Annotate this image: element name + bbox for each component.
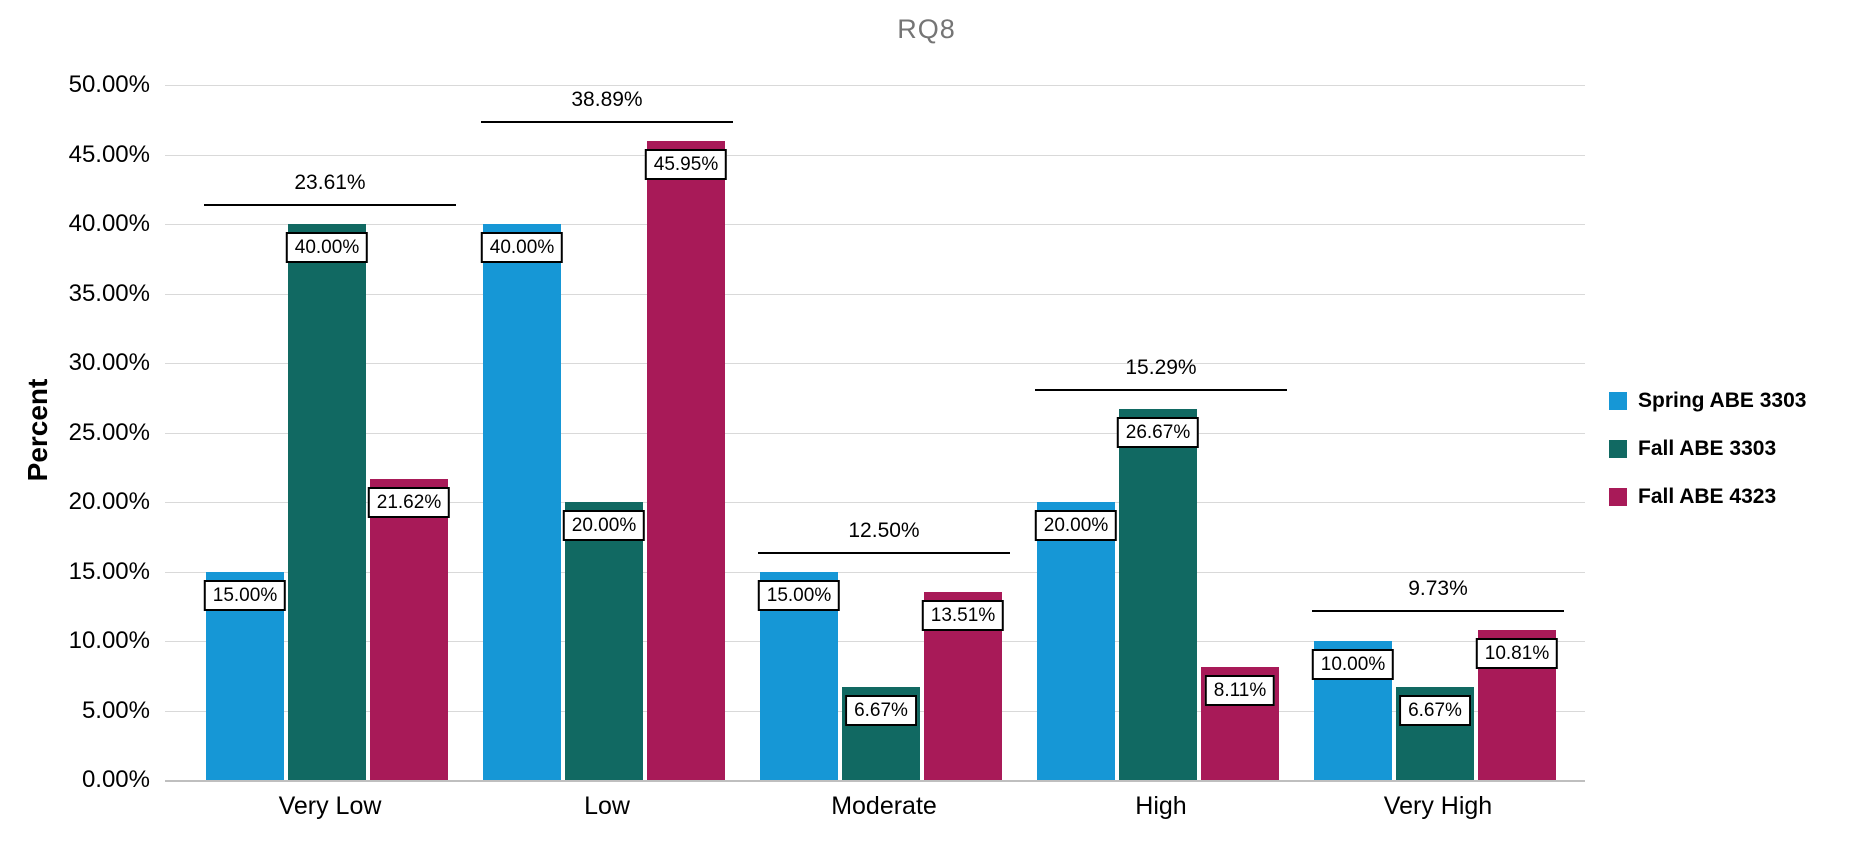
gridline (165, 363, 1585, 364)
legend-label: Fall ABE 3303 (1638, 437, 1777, 460)
group-mean-label: 12.50% (848, 518, 920, 542)
legend-swatch (1609, 392, 1627, 410)
bar (288, 224, 366, 780)
x-axis-category-label: High (1135, 792, 1187, 820)
legend-item: Fall ABE 4323 (1609, 485, 1806, 509)
y-axis-tick-label: 30.00% (68, 349, 150, 376)
group-mean-line (481, 121, 733, 124)
plot-area: 15.00% 40.00% 15.00% 20.00% 10.00% 40.00% 20.0… (165, 85, 1585, 782)
bar-data-label: 20.00% (562, 510, 646, 541)
bar-data-label: 26.67% (1116, 417, 1200, 449)
bar-data-label: 40.00% (480, 232, 564, 263)
group-mean-line (1035, 389, 1287, 392)
gridline (165, 641, 1585, 642)
x-axis-category-label: Moderate (831, 792, 937, 820)
bar-data-label: 13.51% (921, 600, 1005, 632)
bar-data-label: 15.00% (203, 579, 287, 611)
group-mean-line (758, 551, 1010, 554)
bar (370, 479, 448, 780)
x-axis-category-label: Very High (1383, 792, 1493, 820)
y-axis-tick-label: 15.00% (68, 557, 150, 585)
gridline (165, 224, 1585, 225)
legend-swatch (1609, 488, 1627, 506)
bar-data-label: 40.00% (285, 232, 369, 263)
bar (1037, 502, 1115, 780)
bar-data-label: 45.95% (644, 149, 728, 181)
y-axis-tick-label: 5.00% (81, 696, 150, 724)
bar-data-label: 10.81% (1475, 637, 1559, 669)
gridline (165, 85, 1585, 86)
group-mean-label: 38.89% (571, 88, 643, 112)
bar-data-label: 20.00% (1034, 510, 1118, 541)
legend-item: Spring ABE 3303 (1609, 389, 1806, 413)
bar-data-label: 6.67% (1399, 695, 1471, 727)
y-axis-tick-label: 10.00% (68, 627, 150, 654)
y-axis-tick-label: 45.00% (68, 140, 150, 168)
bar (647, 141, 725, 780)
y-axis-tick-label: 50.00% (68, 71, 150, 98)
bar-data-label: 8.11% (1204, 675, 1276, 707)
legend-label: Fall ABE 4323 (1638, 485, 1777, 508)
gridline (165, 780, 1585, 782)
group-mean-label: 23.61% (294, 171, 366, 194)
bar (565, 502, 643, 780)
group-mean-label: 9.73% (1408, 576, 1468, 600)
gridline (165, 502, 1585, 503)
gridline (165, 571, 1585, 573)
chart-title: RQ8 (897, 14, 956, 44)
y-axis-tick-label: 20.00% (68, 488, 150, 515)
gridline (165, 432, 1585, 434)
bar-data-label: 6.67% (845, 695, 917, 727)
x-axis-category-label: Very Low (278, 792, 382, 820)
group-mean-line (204, 204, 456, 206)
gridline (165, 154, 1585, 156)
bar-data-label: 21.62% (367, 487, 451, 519)
group-mean-label: 15.29% (1125, 356, 1197, 380)
y-axis-tick-label: 0.00% (81, 766, 150, 793)
y-axis-tick-label: 35.00% (68, 279, 150, 307)
legend-label: Spring ABE 3303 (1638, 389, 1807, 412)
bar (483, 224, 561, 780)
y-axis-tick-label: 40.00% (68, 210, 150, 237)
gridline (165, 293, 1585, 295)
bar-data-label: 10.00% (1311, 649, 1395, 680)
group-mean-line (1312, 609, 1564, 612)
legend-item: Fall ABE 3303 (1609, 437, 1806, 461)
y-axis-tick-label: 25.00% (68, 418, 150, 446)
legend-swatch (1609, 440, 1627, 458)
bar-data-label: 15.00% (757, 579, 841, 611)
x-axis-category-label: Low (584, 792, 630, 820)
legend: Spring ABE 3303 Fall ABE 3303 Fall ABE 432… (1609, 389, 1806, 533)
bar (1119, 409, 1197, 780)
